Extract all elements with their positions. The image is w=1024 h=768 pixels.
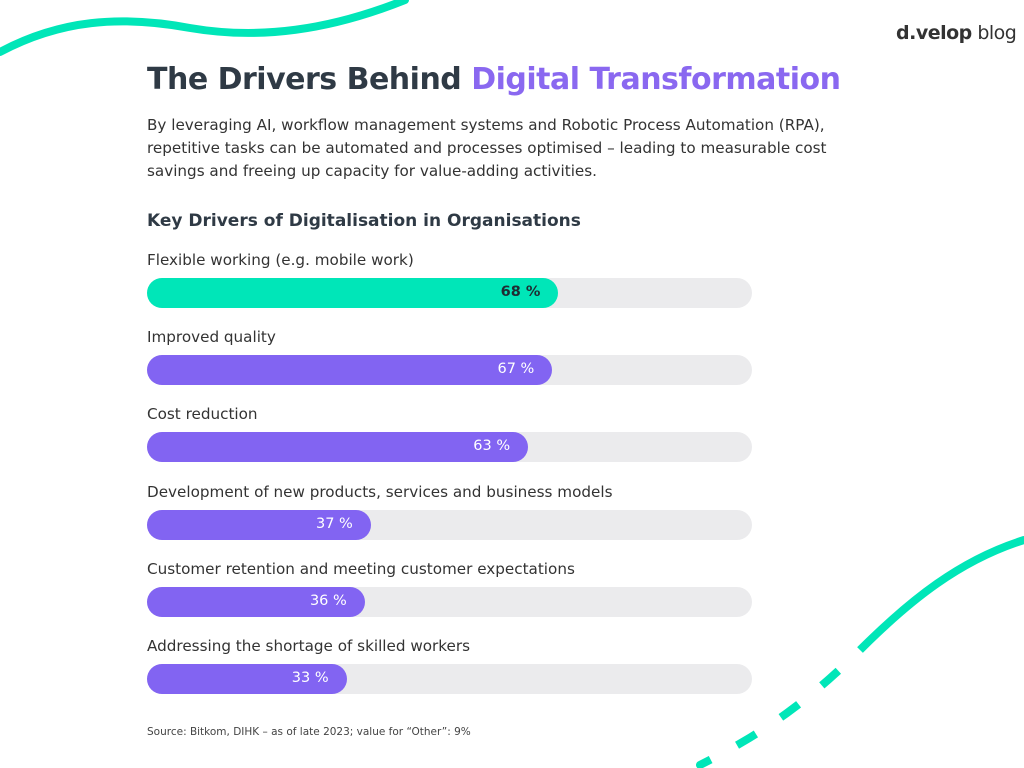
bar: 68 %	[147, 278, 559, 308]
bar-value-label: 63 %	[473, 438, 511, 455]
bar-value-label: 33 %	[291, 670, 329, 686]
bar-label: Improved quality	[147, 328, 276, 347]
bar: 36 %	[147, 586, 365, 617]
top-swoosh	[0, 0, 409, 56]
bar-value-label: 68 %	[500, 284, 541, 300]
source-note: Source: Bitkom, DIHK – as of late 2023; …	[147, 726, 471, 738]
bar: 33 %	[147, 664, 347, 694]
bar-track: 33 %	[147, 664, 752, 694]
bar-label: Cost reduction	[147, 405, 258, 424]
description: By leveraging AI, workflow management sy…	[147, 116, 827, 180]
bar-track: 37 %	[147, 509, 752, 540]
bar-track: 36 %	[147, 586, 752, 617]
bar-track: 67 %	[147, 355, 752, 386]
bar-label: Development of new products, services an…	[147, 482, 613, 501]
bar-label: Addressing the shortage of skilled worke…	[147, 637, 471, 655]
bar-value-label: 37 %	[316, 515, 353, 532]
bar-track: 68 %	[147, 278, 752, 308]
page-title: The Drivers Behind Digital Transformatio…	[147, 62, 841, 97]
bar: 67 %	[147, 355, 553, 386]
brand-logo: d.velop blog	[896, 22, 1017, 44]
bar-value-label: 67 %	[497, 361, 535, 378]
chart-title: Key Drivers of Digitalisation in Organis…	[147, 211, 581, 231]
bar: 63 %	[147, 432, 529, 463]
bar-label: Customer retention and meeting customer …	[147, 559, 575, 578]
bar: 37 %	[147, 509, 371, 540]
bar-label: Flexible working (e.g. mobile work)	[147, 251, 414, 269]
bar-track: 63 %	[147, 432, 752, 463]
bar-value-label: 36 %	[309, 592, 347, 609]
